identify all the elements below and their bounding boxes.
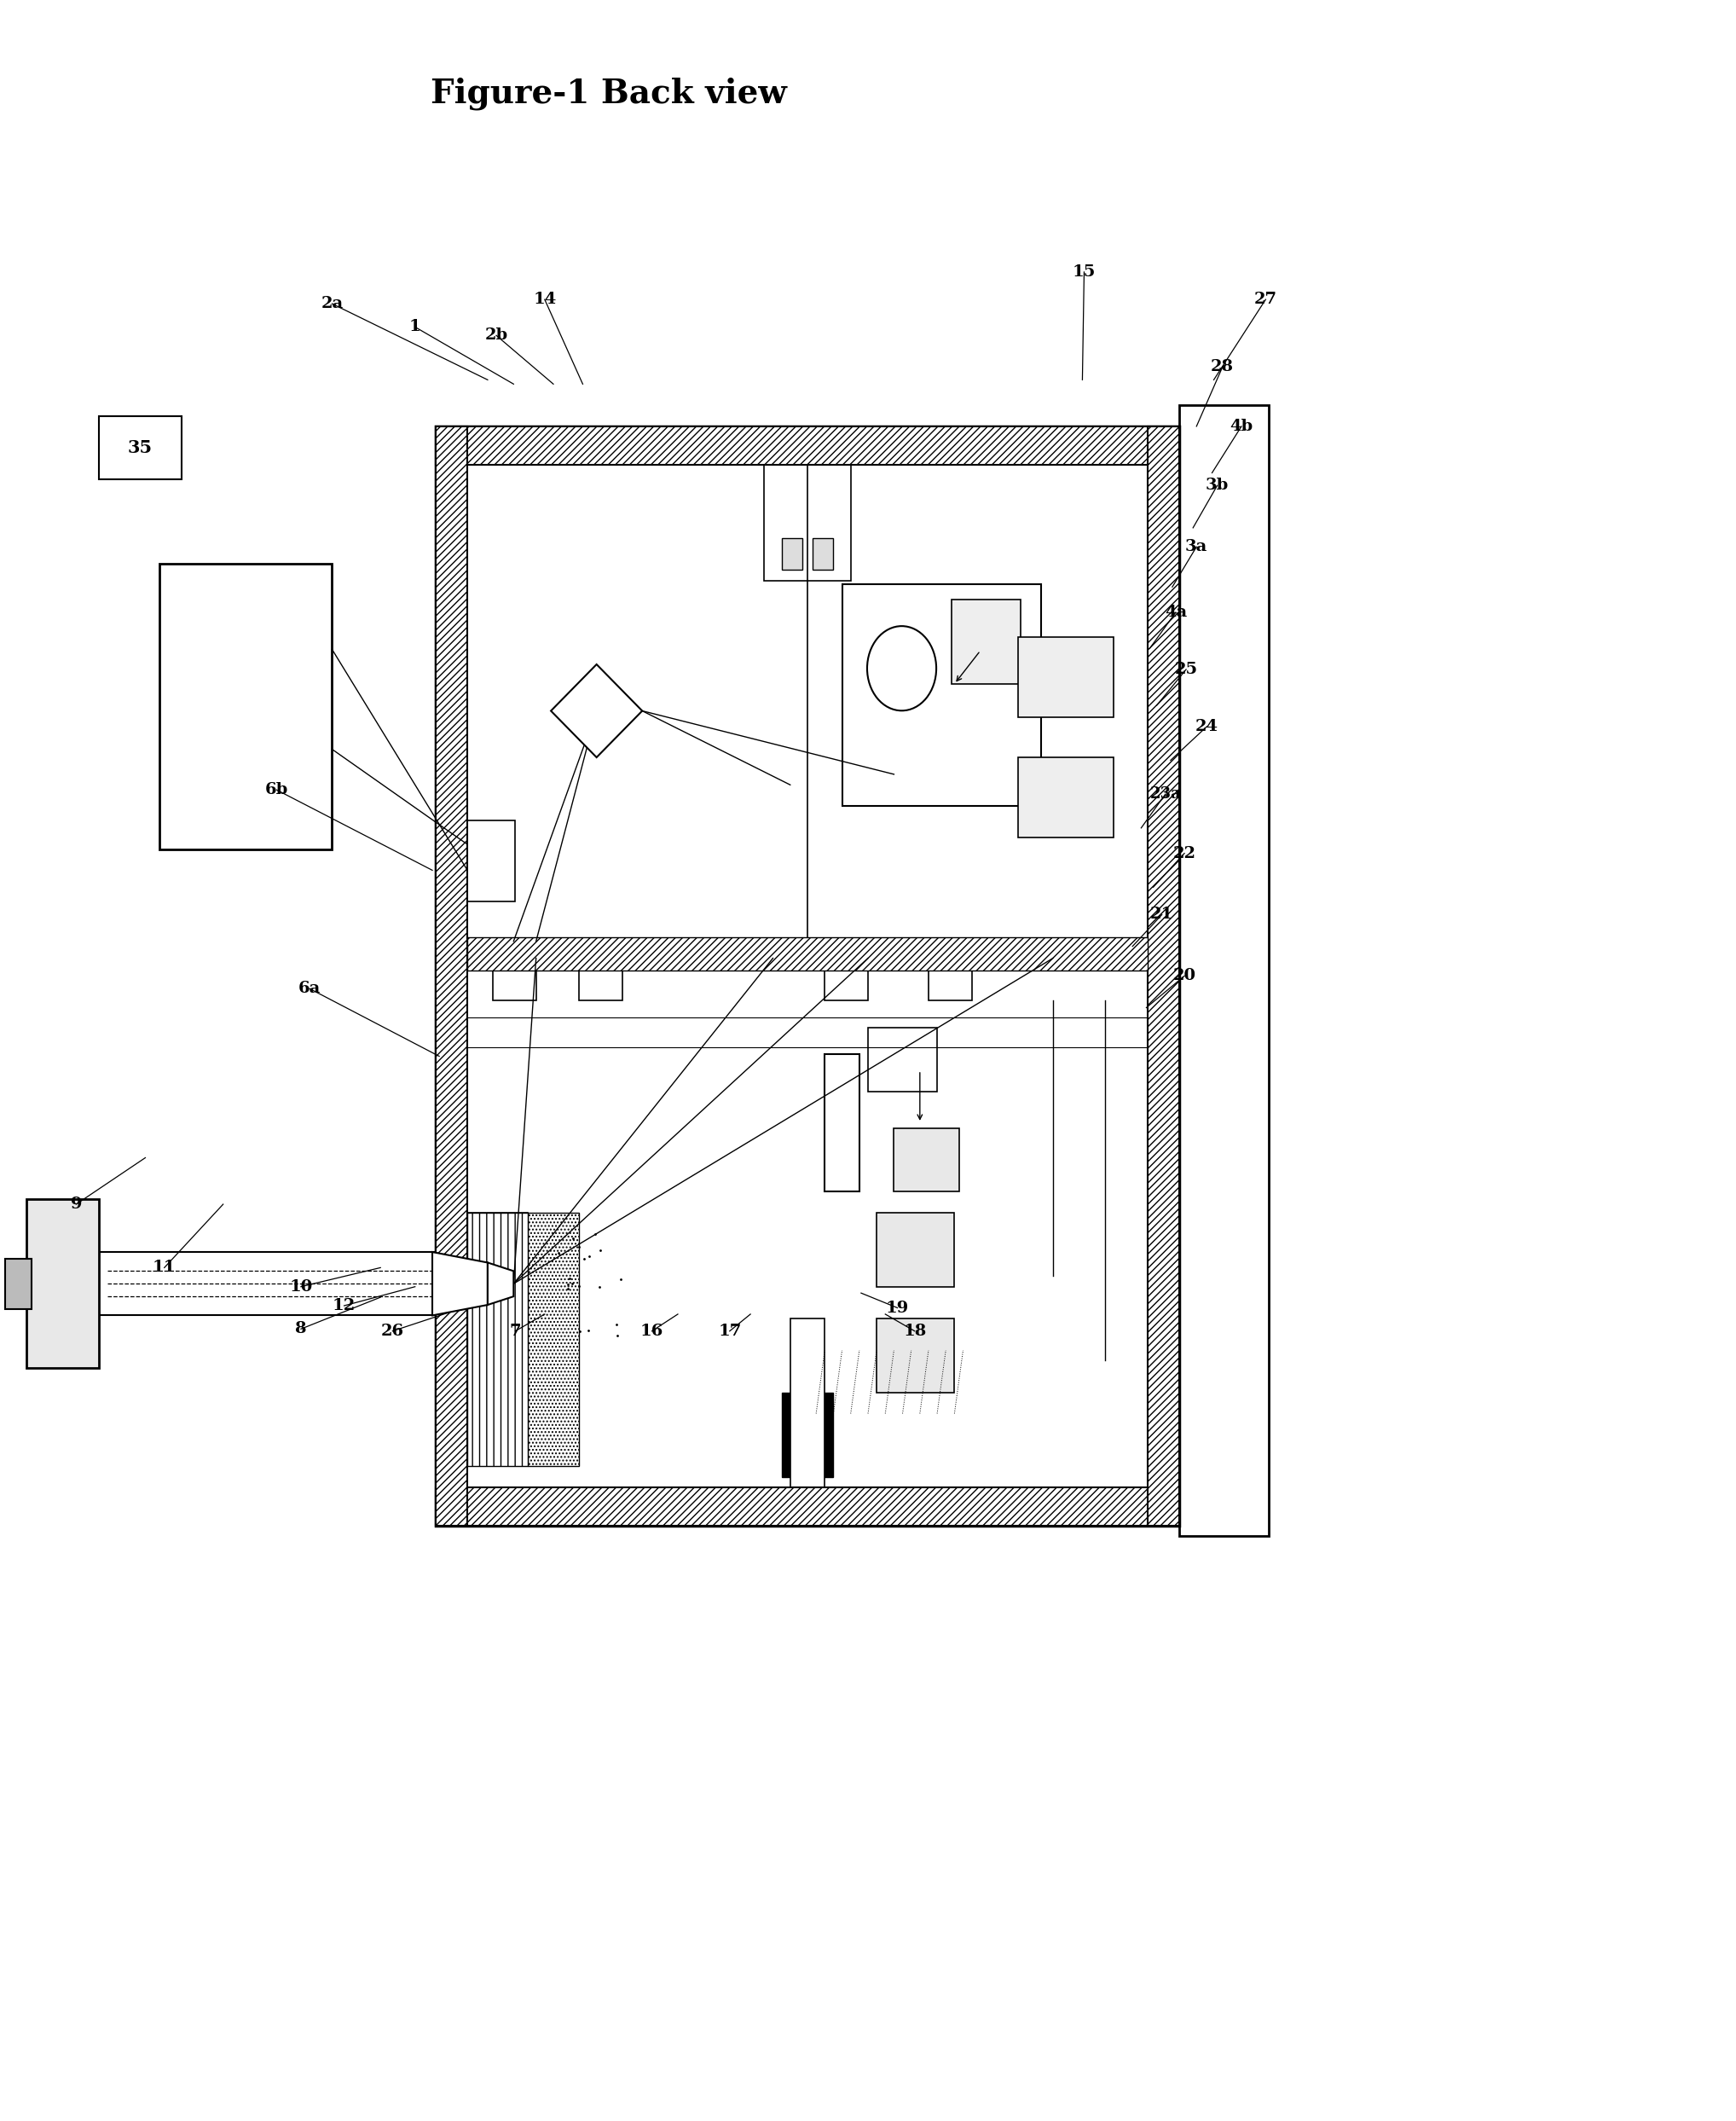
Bar — [842, 583, 1042, 806]
Bar — [528, 1213, 580, 1466]
Polygon shape — [432, 1251, 488, 1315]
Text: 19: 19 — [885, 1300, 910, 1315]
Text: 11: 11 — [153, 1260, 175, 1275]
Text: 4a: 4a — [1165, 604, 1187, 619]
Bar — [825, 948, 868, 1001]
Text: 4b: 4b — [1229, 418, 1253, 435]
Bar — [1019, 757, 1113, 838]
Text: 24: 24 — [1196, 719, 1219, 734]
Bar — [951, 600, 1021, 683]
Bar — [1019, 636, 1113, 717]
Bar — [825, 1054, 859, 1192]
Text: Figure-1 Back view: Figure-1 Back view — [431, 78, 786, 110]
Bar — [790, 1319, 825, 1487]
Bar — [580, 948, 623, 1001]
Text: 9: 9 — [71, 1196, 82, 1211]
Text: 12: 12 — [333, 1298, 356, 1313]
Bar — [160, 564, 332, 848]
Bar — [812, 539, 833, 571]
Bar — [467, 1213, 528, 1466]
Bar — [894, 1128, 960, 1192]
Bar — [781, 539, 802, 571]
Bar — [877, 1319, 955, 1391]
Bar — [929, 948, 972, 1001]
Bar — [467, 821, 516, 901]
Bar — [493, 948, 536, 1001]
Text: 25: 25 — [1175, 662, 1198, 677]
Bar — [467, 1213, 528, 1466]
Bar — [99, 416, 182, 479]
Bar — [436, 426, 467, 1525]
Text: 14: 14 — [533, 293, 556, 308]
Circle shape — [868, 626, 936, 711]
Text: 35: 35 — [128, 439, 153, 456]
Text: 15: 15 — [1073, 265, 1095, 280]
Bar — [1147, 426, 1179, 1525]
Text: 28: 28 — [1212, 358, 1234, 375]
Text: 7: 7 — [510, 1324, 521, 1338]
Text: 2b: 2b — [484, 329, 509, 344]
Text: 21: 21 — [1151, 908, 1174, 923]
Text: 6a: 6a — [299, 980, 321, 997]
Text: 20: 20 — [1174, 969, 1196, 984]
Text: 27: 27 — [1253, 293, 1278, 308]
Text: 2a: 2a — [321, 297, 344, 312]
Text: 8: 8 — [295, 1321, 307, 1336]
Polygon shape — [550, 664, 642, 757]
Text: 10: 10 — [290, 1279, 312, 1294]
Bar — [877, 1213, 955, 1287]
Bar — [436, 1487, 1179, 1525]
Bar — [868, 1029, 937, 1092]
Text: 1: 1 — [410, 320, 420, 335]
Text: 23a: 23a — [1149, 787, 1180, 802]
Bar — [764, 464, 851, 581]
Bar — [467, 937, 1147, 971]
Polygon shape — [488, 1262, 514, 1304]
Text: 26: 26 — [380, 1324, 404, 1338]
Bar — [26, 1198, 99, 1368]
Text: 6b: 6b — [266, 783, 288, 797]
Bar — [5, 1258, 31, 1309]
Bar — [436, 426, 1179, 464]
Text: 17: 17 — [719, 1324, 741, 1338]
Text: 22: 22 — [1174, 846, 1196, 861]
Text: 18: 18 — [903, 1324, 927, 1338]
Bar — [781, 1391, 833, 1476]
Bar — [436, 426, 1179, 1525]
Text: 3b: 3b — [1205, 477, 1229, 494]
Text: 16: 16 — [641, 1324, 663, 1338]
Bar — [1179, 405, 1269, 1536]
Text: 3a: 3a — [1186, 539, 1208, 554]
Bar — [99, 1251, 436, 1315]
